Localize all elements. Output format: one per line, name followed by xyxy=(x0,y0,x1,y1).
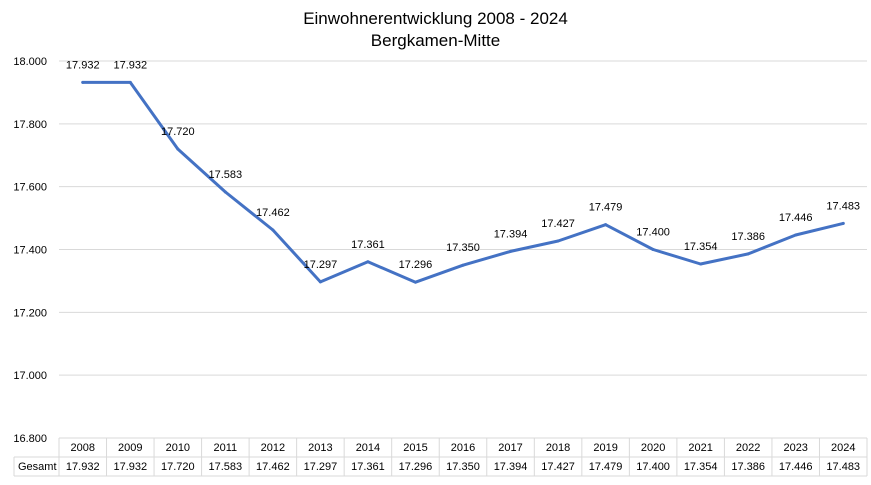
x-category-label-12: 2020 xyxy=(641,442,665,454)
y-tick-label-3: 17.400 xyxy=(13,245,47,257)
table-value-14: 17.386 xyxy=(731,461,765,473)
data-label-2: 17.720 xyxy=(161,126,195,138)
data-point-1 xyxy=(128,80,132,84)
data-label-13: 17.354 xyxy=(684,241,718,253)
data-label-8: 17.350 xyxy=(446,242,480,254)
table-value-11: 17.479 xyxy=(589,461,623,473)
table-value-15: 17.446 xyxy=(779,461,813,473)
data-point-14 xyxy=(746,252,750,256)
y-tick-label-2: 17.200 xyxy=(13,307,47,319)
data-point-8 xyxy=(461,263,465,267)
chart-title: Einwohnerentwicklung 2008 - 2024 Bergkam… xyxy=(0,8,871,52)
y-tick-label-0: 16.800 xyxy=(13,433,47,445)
x-category-label-4: 2012 xyxy=(261,442,285,454)
y-tick-label-5: 17.800 xyxy=(13,119,47,131)
table-value-2: 17.720 xyxy=(161,461,195,473)
x-category-label-9: 2017 xyxy=(498,442,522,454)
x-category-label-13: 2021 xyxy=(688,442,712,454)
data-label-3: 17.583 xyxy=(209,169,243,181)
data-point-15 xyxy=(794,233,798,237)
y-tick-label-6: 18.000 xyxy=(13,56,47,68)
data-label-14: 17.386 xyxy=(731,231,765,243)
table-value-1: 17.932 xyxy=(113,461,147,473)
x-category-label-0: 2008 xyxy=(71,442,95,454)
table-value-13: 17.354 xyxy=(684,461,718,473)
table-value-6: 17.361 xyxy=(351,461,385,473)
x-category-label-10: 2018 xyxy=(546,442,570,454)
data-point-9 xyxy=(509,249,513,253)
data-point-0 xyxy=(81,80,85,84)
data-point-6 xyxy=(366,260,370,264)
data-label-11: 17.479 xyxy=(589,202,623,214)
table-value-0: 17.932 xyxy=(66,461,100,473)
data-point-13 xyxy=(699,262,703,266)
x-category-label-14: 2022 xyxy=(736,442,760,454)
data-label-1: 17.932 xyxy=(113,59,147,71)
x-category-label-1: 2009 xyxy=(118,442,142,454)
data-label-9: 17.394 xyxy=(494,228,528,240)
table-series-name: Gesamt xyxy=(18,461,57,473)
x-category-label-6: 2014 xyxy=(356,442,380,454)
x-category-label-7: 2015 xyxy=(403,442,427,454)
table-value-4: 17.462 xyxy=(256,461,290,473)
data-label-15: 17.446 xyxy=(779,212,813,224)
data-label-16: 17.483 xyxy=(826,200,860,212)
data-point-7 xyxy=(413,280,417,284)
data-point-16 xyxy=(841,221,845,225)
x-category-label-2: 2010 xyxy=(166,442,190,454)
data-point-5 xyxy=(318,280,322,284)
x-category-label-15: 2023 xyxy=(783,442,807,454)
data-label-0: 17.932 xyxy=(66,59,100,71)
data-point-2 xyxy=(176,147,180,151)
data-point-4 xyxy=(271,228,275,232)
table-value-7: 17.296 xyxy=(399,461,433,473)
y-tick-label-1: 17.000 xyxy=(13,370,47,382)
data-label-7: 17.296 xyxy=(399,259,433,271)
data-label-4: 17.462 xyxy=(256,207,290,219)
chart-subtitle: Bergkamen-Mitte xyxy=(370,31,501,50)
table-value-16: 17.483 xyxy=(826,461,860,473)
data-point-12 xyxy=(651,248,655,251)
data-point-3 xyxy=(223,190,227,194)
x-category-label-5: 2013 xyxy=(308,442,332,454)
table-value-12: 17.400 xyxy=(636,461,670,473)
table-value-3: 17.583 xyxy=(209,461,243,473)
x-category-label-3: 2011 xyxy=(214,442,238,454)
data-label-12: 17.400 xyxy=(636,227,670,239)
x-category-label-16: 2024 xyxy=(831,442,855,454)
x-category-label-11: 2019 xyxy=(593,442,617,454)
data-label-10: 17.427 xyxy=(541,218,575,230)
data-label-6: 17.361 xyxy=(351,239,385,251)
data-label-5: 17.297 xyxy=(304,259,338,271)
table-value-8: 17.350 xyxy=(446,461,480,473)
x-category-label-8: 2016 xyxy=(451,442,475,454)
chart-title-main: Einwohnerentwicklung 2008 - 2024 xyxy=(303,9,568,28)
table-value-10: 17.427 xyxy=(541,461,575,473)
table-value-9: 17.394 xyxy=(494,461,528,473)
table-value-5: 17.297 xyxy=(304,461,338,473)
y-tick-label-4: 17.600 xyxy=(13,182,47,194)
data-point-10 xyxy=(556,239,560,243)
data-point-11 xyxy=(604,223,608,227)
